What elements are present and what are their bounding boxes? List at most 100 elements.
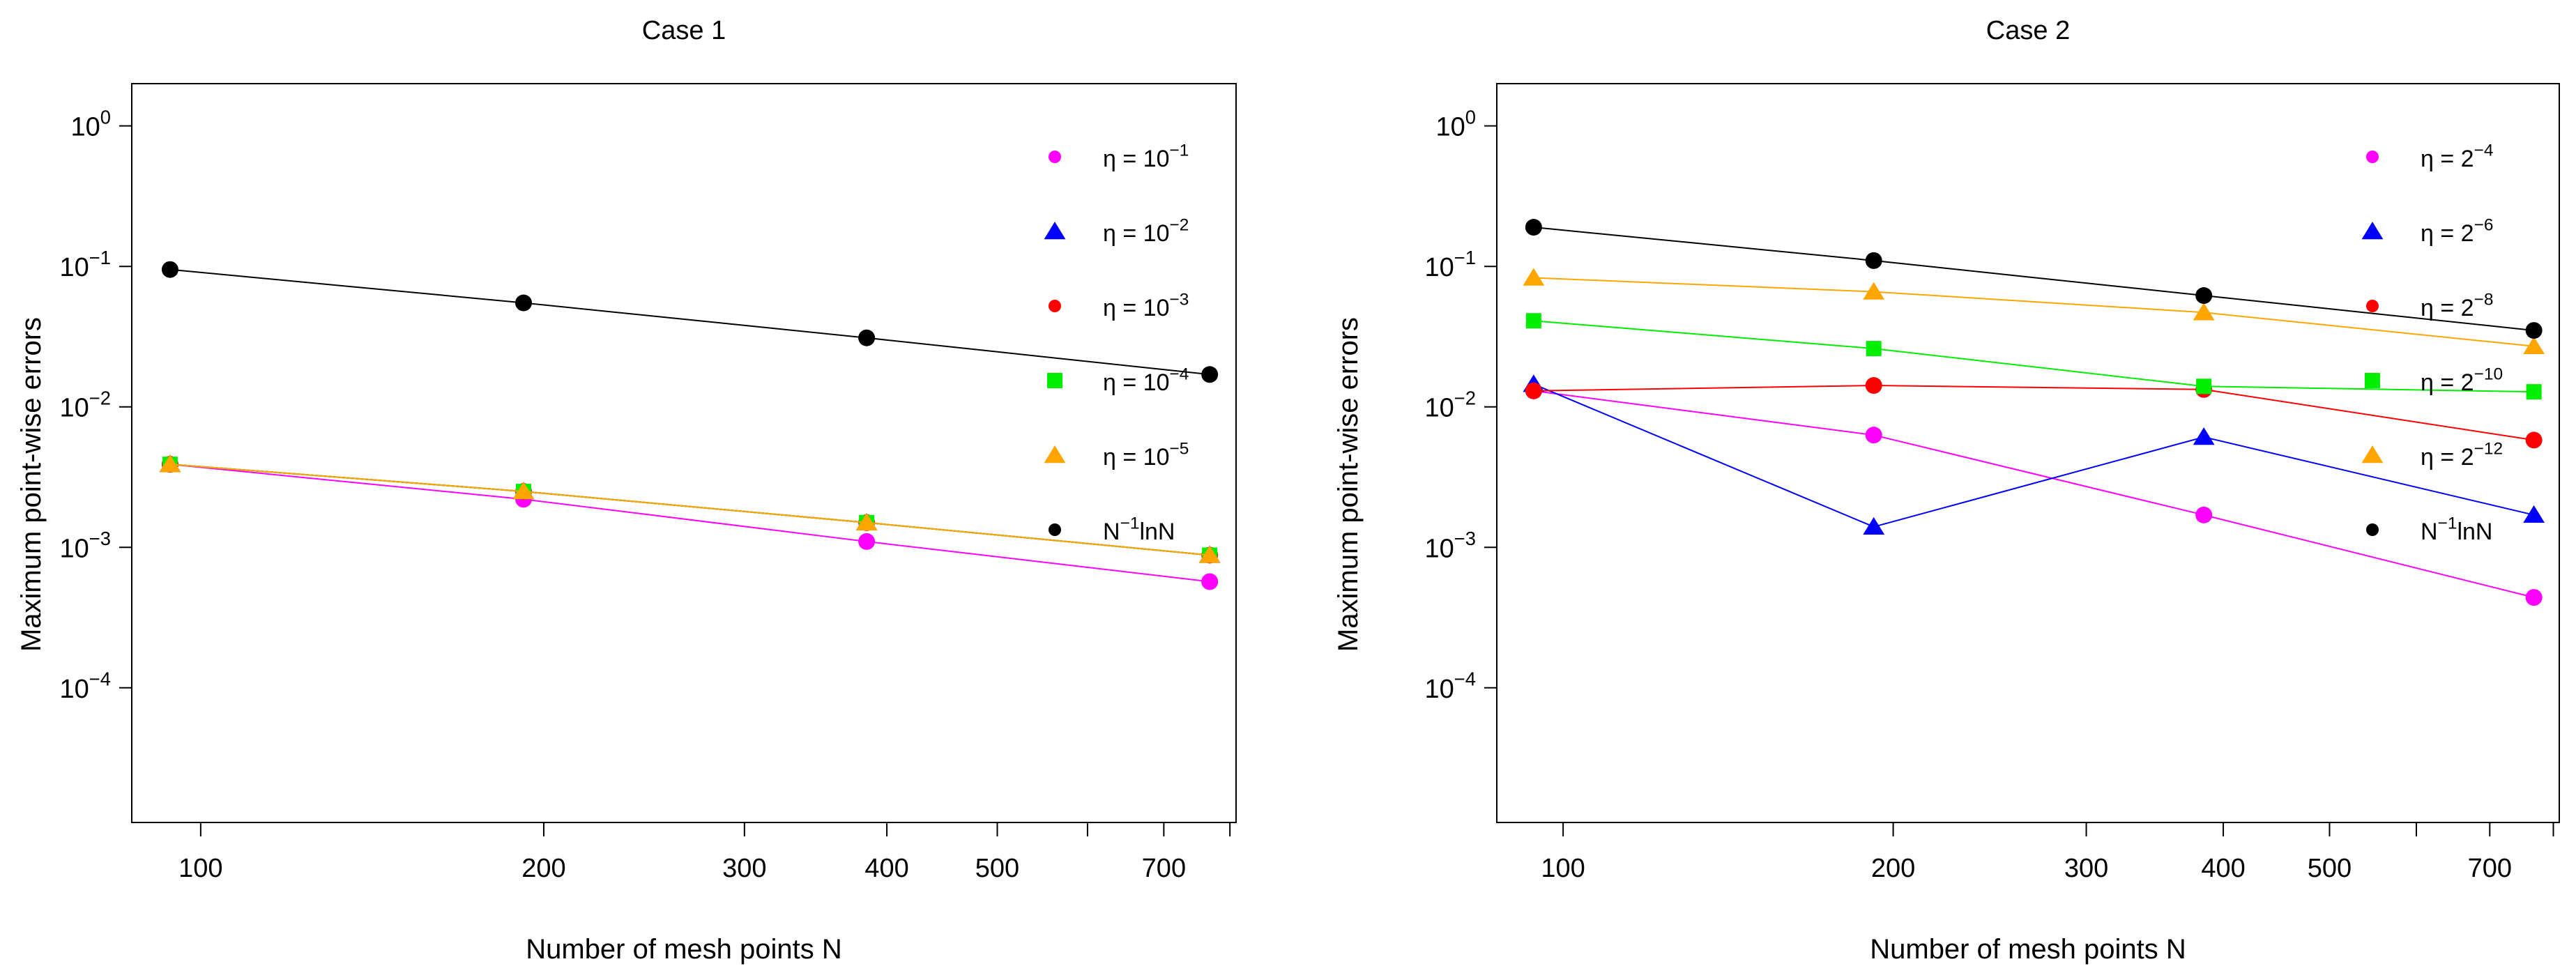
data-point bbox=[2523, 336, 2545, 355]
series-2 bbox=[1523, 374, 2545, 535]
y-axis-label: Maximum point-wise errors bbox=[1333, 317, 1364, 652]
series-line bbox=[169, 464, 1210, 583]
legend-label: N−1lnN bbox=[2421, 514, 2493, 545]
series-line bbox=[1533, 227, 2534, 332]
data-point bbox=[2523, 505, 2545, 523]
legend-label: η = 2−10 bbox=[2421, 365, 2503, 396]
data-point bbox=[1523, 268, 1545, 286]
x-tick-label: 700 bbox=[1142, 854, 1186, 883]
data-point bbox=[2526, 384, 2542, 400]
data-point bbox=[515, 294, 532, 312]
y-tick-label: 10−3 bbox=[1425, 528, 1476, 563]
x-tick-label: 400 bbox=[2201, 854, 2245, 883]
data-point bbox=[2525, 431, 2543, 449]
legend-label: η = 10−4 bbox=[1103, 365, 1189, 396]
x-tick-label: 100 bbox=[178, 854, 222, 883]
y-tick-label: 10−3 bbox=[60, 528, 111, 563]
series-line bbox=[169, 464, 1210, 556]
chart-panel-1: Case 1 Number of mesh points N Maximum poi… bbox=[16, 16, 1237, 965]
x-tick-label: 100 bbox=[1541, 854, 1585, 883]
y-tick-label: 10−4 bbox=[1425, 668, 1476, 704]
series-3 bbox=[161, 456, 1219, 564]
x-tick-label: 200 bbox=[521, 854, 565, 883]
series-2 bbox=[159, 454, 1221, 563]
legend-label: η = 10−2 bbox=[1103, 216, 1189, 247]
series-5 bbox=[159, 454, 1221, 563]
series-line bbox=[1533, 277, 2534, 347]
series-line bbox=[1533, 390, 2534, 599]
data-point bbox=[1863, 282, 1885, 300]
legend-marker bbox=[1044, 445, 1066, 464]
y-tick-label: 10−2 bbox=[1425, 388, 1476, 423]
data-point bbox=[2195, 287, 2213, 305]
y-tick-label: 10−1 bbox=[1425, 247, 1476, 282]
legend-label: η = 10−1 bbox=[1103, 141, 1189, 172]
data-point bbox=[1525, 219, 1542, 236]
x-tick-label: 400 bbox=[864, 854, 908, 883]
series-6 bbox=[161, 261, 1219, 383]
legend-marker bbox=[2361, 445, 2384, 464]
chart-panel-2: Case 2 Number of mesh points N Maximum poi… bbox=[1333, 16, 2560, 965]
series-line bbox=[169, 464, 1210, 556]
y-tick-label: 100 bbox=[71, 107, 112, 142]
legend-marker bbox=[1047, 373, 1062, 388]
series-3 bbox=[1525, 377, 2543, 449]
y-tick-label: 10−4 bbox=[60, 668, 111, 704]
data-point bbox=[858, 329, 876, 346]
legend-marker bbox=[2366, 151, 2379, 163]
x-tick-label: 500 bbox=[2308, 854, 2352, 883]
data-point bbox=[1866, 341, 1882, 357]
series-line bbox=[169, 464, 1210, 556]
series-6 bbox=[1525, 219, 2543, 339]
legend: η = 10−1 η = 10−2 η = 10−3 η = 10−4 η = 10−5… bbox=[1044, 141, 1189, 545]
x-tick-label: 300 bbox=[722, 854, 766, 883]
data-point bbox=[1865, 252, 1882, 269]
data-point bbox=[1525, 313, 1541, 329]
y-tick-label: 100 bbox=[1436, 107, 1477, 142]
legend-label: η = 10−3 bbox=[1103, 291, 1189, 321]
data-point bbox=[2196, 378, 2212, 395]
data-point bbox=[2193, 303, 2215, 321]
x-tick-label: 300 bbox=[2064, 854, 2108, 883]
x-tick-label: 700 bbox=[2468, 854, 2512, 883]
plot-frame bbox=[131, 83, 1237, 823]
series-line bbox=[1533, 383, 2534, 528]
legend-marker bbox=[1044, 222, 1066, 240]
legend-marker bbox=[1049, 523, 1061, 536]
y-tick-label: 10−1 bbox=[60, 247, 111, 282]
y-axis-label: Maximum point-wise errors bbox=[16, 317, 47, 652]
series-5 bbox=[1523, 268, 2545, 355]
chart-title: Case 1 bbox=[642, 16, 726, 45]
legend-label: N−1lnN bbox=[1103, 514, 1175, 545]
legend-marker bbox=[2366, 523, 2379, 536]
legend-label: η = 2−6 bbox=[2421, 216, 2493, 247]
data-point bbox=[1865, 377, 1882, 395]
x-tick-label: 200 bbox=[1871, 854, 1915, 883]
data-point bbox=[855, 512, 878, 530]
x-axis-label: Number of mesh points N bbox=[526, 934, 842, 965]
data-point bbox=[2195, 506, 2213, 523]
data-point bbox=[1863, 516, 1885, 535]
legend: η = 2−4 η = 2−6 η = 2−8 η = 2−10 η = 2−12 N−1… bbox=[2361, 141, 2503, 545]
series-line bbox=[169, 464, 1210, 556]
legend-marker bbox=[2361, 222, 2384, 240]
legend-label: η = 10−5 bbox=[1103, 440, 1189, 470]
data-point bbox=[1198, 545, 1221, 563]
legend-label: η = 2−8 bbox=[2421, 291, 2493, 321]
legend-marker bbox=[2366, 300, 2379, 312]
data-point bbox=[2525, 589, 2543, 606]
legend-marker bbox=[1049, 300, 1061, 312]
data-point bbox=[1865, 427, 1882, 444]
data-point bbox=[161, 261, 178, 278]
legend-label: η = 2−12 bbox=[2421, 440, 2503, 470]
series-line bbox=[1533, 320, 2534, 393]
plot-frame bbox=[1496, 83, 2560, 823]
series-line bbox=[1533, 385, 2534, 441]
x-tick-label: 500 bbox=[975, 854, 1019, 883]
data-point bbox=[858, 533, 876, 550]
data-point bbox=[512, 482, 535, 500]
data-point bbox=[1201, 366, 1219, 383]
data-point bbox=[2193, 427, 2215, 445]
data-point bbox=[159, 454, 181, 473]
